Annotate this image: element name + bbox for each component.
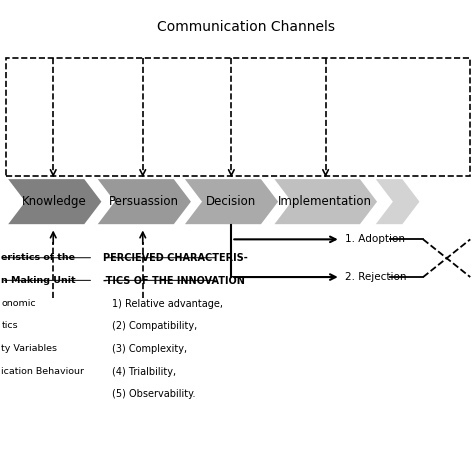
Text: Decision: Decision [206,195,256,208]
Text: Communication Channels: Communication Channels [157,20,336,34]
Polygon shape [6,178,103,225]
Text: Implementation: Implementation [278,195,373,208]
Text: 1. Adoption: 1. Adoption [346,234,405,245]
Text: (4) Trialbility,: (4) Trialbility, [112,366,176,376]
Text: ty Variables: ty Variables [1,344,57,353]
Text: (5) Observability.: (5) Observability. [112,389,196,399]
Text: Persuassion: Persuassion [109,195,179,208]
Polygon shape [96,178,192,225]
Text: onomic: onomic [1,299,36,308]
Text: -TICS OF THE INNOVATION: -TICS OF THE INNOVATION [103,276,245,286]
Polygon shape [273,178,378,225]
Text: 2. Rejection: 2. Rejection [346,272,407,282]
Text: Knowledge: Knowledge [22,195,87,208]
Polygon shape [183,178,279,225]
Text: PERCIEVED CHARACTERIS-: PERCIEVED CHARACTERIS- [103,254,247,264]
Text: eristics of the: eristics of the [1,254,75,263]
Text: (2) Compatibility,: (2) Compatibility, [112,321,197,331]
Text: tics: tics [1,321,18,330]
Bar [6,58,470,176]
Text: ication Behaviour: ication Behaviour [1,366,84,375]
Text: n Making Unit: n Making Unit [1,276,76,285]
Text: (3) Complexity,: (3) Complexity, [112,344,187,354]
Polygon shape [374,178,421,225]
Text: 1) Relative advantage,: 1) Relative advantage, [112,299,223,309]
